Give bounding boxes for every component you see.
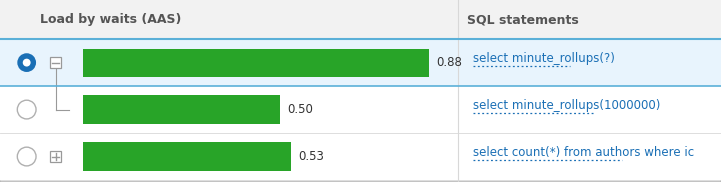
Bar: [0, 86, 721, 133]
Ellipse shape: [23, 59, 30, 67]
Text: SQL statements: SQL statements: [467, 13, 579, 26]
Text: Load by waits (AAS): Load by waits (AAS): [40, 13, 181, 26]
Bar: [0, 39, 721, 86]
FancyBboxPatch shape: [50, 57, 61, 68]
Bar: [83, 143, 291, 171]
FancyBboxPatch shape: [50, 151, 61, 162]
Text: select minute_rollups(1000000): select minute_rollups(1000000): [473, 99, 660, 112]
Text: select count(*) from authors where ic: select count(*) from authors where ic: [473, 146, 694, 159]
Text: 0.50: 0.50: [287, 103, 313, 116]
Bar: [0, 133, 721, 180]
Bar: [0, 0, 721, 39]
Text: 0.53: 0.53: [298, 150, 324, 163]
Bar: [83, 49, 429, 77]
Ellipse shape: [17, 53, 36, 72]
Bar: [83, 96, 280, 124]
Text: select minute_rollups(?): select minute_rollups(?): [473, 52, 615, 66]
Text: 0.88: 0.88: [436, 56, 462, 69]
